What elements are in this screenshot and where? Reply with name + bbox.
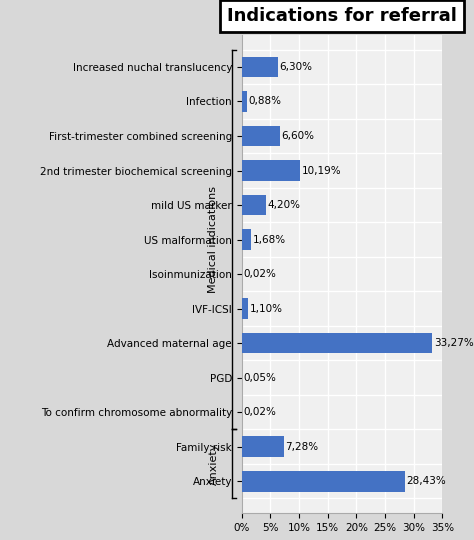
Bar [242, 333, 432, 354]
Text: 0,05%: 0,05% [244, 373, 277, 383]
Text: 0,88%: 0,88% [248, 97, 282, 106]
Bar [242, 126, 280, 146]
Text: 1,68%: 1,68% [253, 234, 286, 245]
Bar [242, 91, 247, 112]
Title: Indications for referral: Indications for referral [227, 7, 457, 25]
Bar [242, 471, 405, 491]
Bar [242, 229, 252, 250]
Bar [242, 436, 283, 457]
Bar [242, 195, 266, 215]
Text: 4,20%: 4,20% [268, 200, 301, 210]
Text: 0,02%: 0,02% [244, 407, 276, 417]
Bar [242, 298, 248, 319]
Text: 7,28%: 7,28% [285, 442, 319, 451]
Text: Medical indications: Medical indications [209, 186, 219, 293]
Bar [242, 160, 300, 181]
Text: 10,19%: 10,19% [302, 166, 342, 176]
Text: 1,10%: 1,10% [250, 303, 283, 314]
Text: Anxiety: Anxiety [209, 443, 219, 485]
Text: 28,43%: 28,43% [406, 476, 446, 486]
Text: 33,27%: 33,27% [434, 338, 474, 348]
Text: 6,60%: 6,60% [282, 131, 314, 141]
Text: 6,30%: 6,30% [280, 62, 313, 72]
Bar [242, 57, 278, 77]
Text: 0,02%: 0,02% [244, 269, 276, 279]
